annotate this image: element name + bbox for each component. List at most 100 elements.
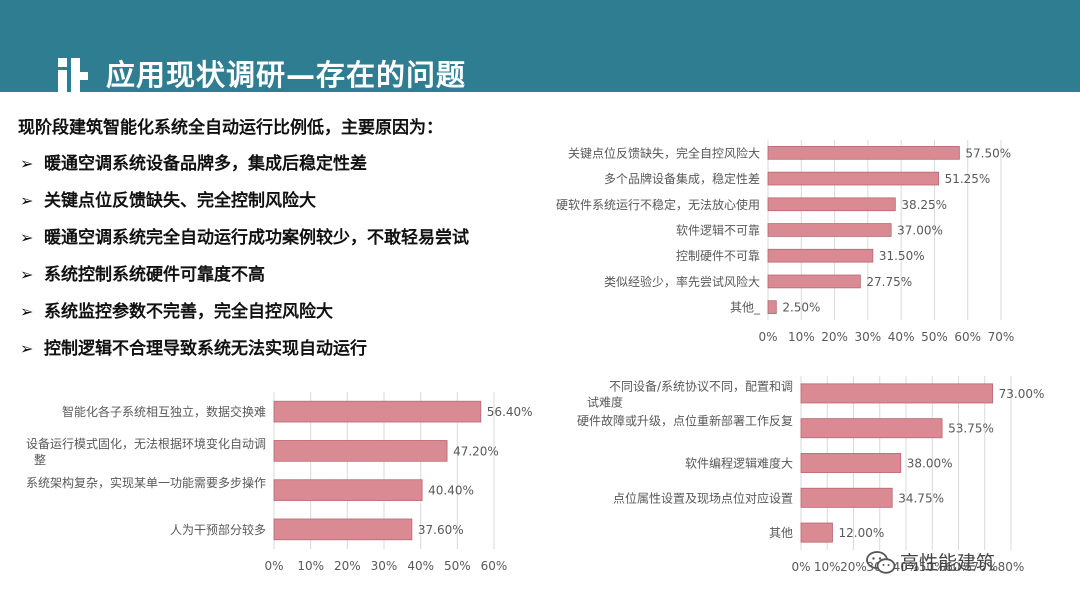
- chart-deployment-difficulties: 0% 10% 20% 30% 40% 50% 60% 56.40% 智能化各子系统相互独立，数据…: [26, 392, 533, 573]
- x-tick-label: 0%: [264, 559, 283, 573]
- bar-value-label: 27.75%: [866, 275, 912, 289]
- bar: [800, 522, 833, 543]
- category-label: 智能化各子系统相互独立，数据交换难: [62, 404, 266, 419]
- x-tick-label: 30%: [855, 330, 882, 344]
- arrow-bullet-icon: ➢: [20, 191, 34, 210]
- x-tick-label: 60%: [481, 559, 508, 573]
- x-tick-label: 20%: [334, 559, 361, 573]
- bar: [767, 146, 960, 160]
- x-tick-label: 50%: [921, 330, 948, 344]
- category-label: 控制硬件不可靠: [676, 249, 760, 263]
- bar-value-label: 38.00%: [907, 457, 953, 471]
- category-label: 多个品牌设备集成，稳定性差: [604, 171, 760, 186]
- x-tick-label: 30%: [371, 559, 398, 573]
- reason-bullet-text: 暖通空调系统设备品牌多，集成后稳定性差: [44, 154, 367, 174]
- category-label: 系统架构复杂，实现某单一功能需要多步操作: [26, 475, 266, 490]
- x-tick-label: 60%: [954, 330, 981, 344]
- category-label: 其他_: [730, 301, 761, 315]
- bar: [767, 223, 892, 237]
- bar: [767, 248, 874, 263]
- arrow-bullet-icon: ➢: [20, 265, 34, 284]
- bar: [767, 300, 777, 314]
- x-tick-label: 10%: [814, 560, 841, 574]
- category-label: 硬件故障或升级，点位重新部署工作反复: [577, 413, 793, 428]
- category-label-line: 系统架构复杂，实现某单一功能需要多步操作: [26, 475, 266, 490]
- bar: [767, 197, 896, 212]
- category-label: 软件编程逻辑难度大: [685, 456, 793, 471]
- arrow-bullet-icon: ➢: [20, 228, 34, 247]
- bar: [273, 440, 448, 462]
- bar: [800, 418, 943, 439]
- reason-bullet-text: 系统控制系统硬件可靠度不高: [44, 265, 265, 285]
- bar: [800, 383, 994, 404]
- category-label: 类似经验少，率先尝试风险大: [604, 274, 760, 289]
- category-label: 关键点位反馈缺失，完全自控风险大: [568, 145, 760, 160]
- reason-bullet-list: ➢ 暖通空调系统设备品牌多，集成后稳定性差 ➢ 关键点位反馈缺失、完全控制风险大 ➢ 暖通…: [18, 154, 558, 376]
- x-tick-label: 40%: [893, 560, 920, 574]
- category-label-line: 硬件故障或升级，点位重新部署工作反复: [577, 413, 793, 428]
- category-label-line: 试难度: [587, 394, 623, 409]
- x-tick-label: 0%: [758, 330, 777, 344]
- reason-bullet-text: 关键点位反馈缺失、完全控制风险大: [44, 191, 316, 211]
- bar-value-label: 34.75%: [898, 491, 944, 505]
- arrow-bullet-icon: ➢: [20, 339, 34, 358]
- bar: [800, 487, 893, 508]
- bar: [767, 171, 939, 186]
- reason-bullet-text: 控制逻辑不合理导致系统无法实现自动运行: [44, 339, 367, 359]
- x-tick-label: 70%: [988, 330, 1015, 344]
- x-tick-label: 20%: [840, 560, 867, 574]
- category-label: 其他: [769, 526, 793, 540]
- category-label-line: 整: [34, 452, 46, 467]
- bar-value-label: 2.50%: [782, 301, 820, 315]
- reason-bullet-text: 系统监控参数不完善，完全自控风险大: [44, 302, 333, 322]
- arrow-bullet-icon: ➢: [20, 302, 34, 321]
- bar-value-label: 51.25%: [945, 172, 991, 186]
- x-tick-label: 20%: [821, 330, 848, 344]
- category-label: 人为干预部分较多: [170, 522, 266, 537]
- watermark-text: 高性能建筑: [900, 552, 996, 574]
- x-tick-label: 60%: [945, 560, 972, 574]
- x-tick-label: 50%: [444, 559, 471, 573]
- x-tick-label: 40%: [888, 330, 915, 344]
- category-label: 点位属性设置及现场点位对应设置: [613, 490, 793, 505]
- bar-value-label: 57.50%: [965, 146, 1011, 160]
- bar-value-label: 53.75%: [948, 422, 994, 436]
- bar-value-label: 31.50%: [879, 249, 925, 263]
- reason-bullet: ➢ 关键点位反馈缺失、完全控制风险大: [18, 191, 558, 228]
- reason-bullet: ➢ 暖通空调系统完全自动运行成功案例较少，不敢轻易尝试: [18, 228, 558, 265]
- bar: [273, 518, 413, 541]
- slide-header: 应用现状调研—存在的问题: [0, 0, 1080, 94]
- reason-bullet-text: 暖通空调系统完全自动运行成功案例较少，不敢轻易尝试: [44, 228, 469, 248]
- x-tick-label: 70%: [971, 560, 998, 574]
- bar: [273, 479, 423, 501]
- bar-value-label: 47.20%: [453, 444, 499, 458]
- x-tick-label: 0%: [791, 560, 810, 574]
- wechat-icon: [866, 551, 896, 574]
- category-label: 设备运行模式固化，无法根据环境变化自动调整: [26, 436, 266, 467]
- bar-value-label: 73.00%: [999, 387, 1045, 401]
- bar: [273, 400, 482, 423]
- slide-title: 应用现状调研—存在的问题: [106, 58, 467, 92]
- reason-bullet: ➢ 系统控制系统硬件可靠度不高: [18, 265, 558, 302]
- intro-heading: 现阶段建筑智能化系统全自动运行比例低，主要原因为：: [18, 118, 443, 138]
- bar: [767, 274, 861, 289]
- x-tick-label: 50%: [919, 560, 946, 574]
- category-label: 不同设备/系统协议不同，配置和调试难度: [587, 378, 793, 409]
- chart-configuration-difficulties: 0%10%20%30%40%50%60%70%80%73.00%不同设备/系统协…: [577, 376, 1045, 574]
- reason-bullet: ➢ 暖通空调系统设备品牌多，集成后稳定性差: [18, 154, 558, 191]
- slide-logo-mark-icon: [58, 58, 88, 94]
- x-tick-label: 40%: [407, 559, 434, 573]
- chart-main-reasons: 0% 10% 20% 30% 40% 50% 60% 70% 57.50% 关键点位反馈缺失，完全…: [556, 140, 1015, 344]
- x-tick-label: 80%: [998, 560, 1025, 574]
- reason-bullet: ➢ 控制逻辑不合理导致系统无法实现自动运行: [18, 339, 558, 376]
- x-tick-label: 10%: [297, 559, 324, 573]
- x-tick-label: 10%: [788, 330, 815, 344]
- arrow-bullet-icon: ➢: [20, 154, 34, 173]
- category-label-line: 不同设备/系统协议不同，配置和调: [609, 378, 793, 393]
- category-label: 软件逻辑不可靠: [676, 224, 760, 238]
- category-label: 硬软件系统运行不稳定，无法放心使用: [556, 197, 760, 212]
- bar-value-label: 38.25%: [901, 198, 947, 212]
- bar: [800, 453, 902, 473]
- reason-bullet: ➢ 系统监控参数不完善，完全自控风险大: [18, 302, 558, 339]
- bar-value-label: 40.40%: [428, 484, 474, 498]
